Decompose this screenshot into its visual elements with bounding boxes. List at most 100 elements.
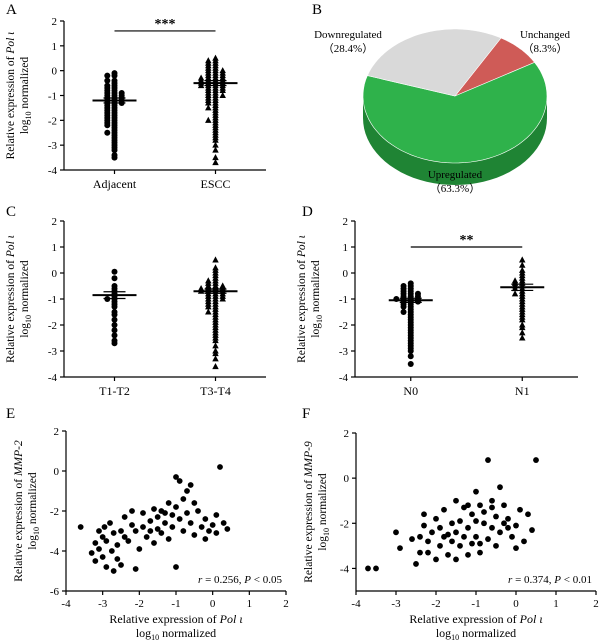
panel-f-point (437, 542, 443, 549)
panel-f-point (493, 542, 499, 549)
panel-a-ylabel-line1: Relative expression of Pol ι (5, 32, 17, 160)
panel-e-xtick-label: 1 (247, 598, 253, 610)
panel-a-point (219, 91, 226, 99)
panel-c-ytick-label: -4 (48, 372, 58, 384)
panel-f-point (461, 533, 467, 540)
panel-b-pie-chart: Upregulated（63.3%） Downregulated（28.4%） Un… (314, 28, 571, 195)
panel-a-point (205, 104, 212, 111)
panel-d-significance-label: ** (460, 233, 474, 248)
panel-e-point (121, 514, 128, 520)
panel-e-xlabel-line1: Relative expression of Pol ι (109, 612, 242, 626)
panel-f-ytick-label: -2 (340, 518, 349, 530)
panel-d-category-label: N0 (403, 384, 418, 398)
panel-a-ytick-label: -2 (48, 115, 57, 127)
panel-a-point (212, 146, 219, 153)
panel-e-point (147, 528, 154, 534)
panel-e-point (103, 564, 110, 570)
panel-d-point (407, 353, 414, 360)
panel-a-point (104, 122, 111, 129)
panel-e-xlabel-line2: log10 normalized (136, 626, 216, 642)
panel-d-ytick-label: 2 (343, 216, 349, 228)
panel-e-point (173, 564, 179, 570)
panel-f-point (489, 504, 495, 511)
panel-e-point (224, 526, 231, 532)
panel-e-xtick-label: -3 (98, 598, 108, 610)
panel-e-point (158, 530, 165, 536)
pie-side-upregulated (363, 96, 547, 185)
panel-e-point (180, 528, 187, 534)
panel-e-point (184, 488, 190, 494)
panel-c-point (212, 363, 219, 370)
panel-f-point (393, 529, 399, 536)
panel-c-point (205, 303, 212, 310)
panel-e-ytick-label: -4 (50, 546, 60, 558)
panel-f-point (517, 506, 523, 513)
panel-c-point (212, 256, 219, 263)
pie-slice-downregulated (366, 28, 502, 97)
panel-e-point (191, 500, 198, 506)
panel-e-point (143, 534, 150, 540)
panel-e-point (99, 534, 106, 540)
panel-d-point (519, 261, 526, 268)
panel-e-point (154, 514, 161, 520)
panel-f-point (413, 561, 419, 567)
panel-f-ytick-label: 0 (344, 473, 350, 485)
panel-e-point (213, 512, 220, 518)
panel-f-point (457, 518, 463, 524)
panel-a-ytick-label: -1 (48, 91, 57, 103)
panel-c-category-label: T1-T2 (99, 384, 130, 398)
panel-f-point (501, 502, 507, 509)
panel-c-point (111, 275, 118, 282)
pie-percent-upregulated: （63.3%） (430, 182, 480, 195)
panel-d-point (400, 303, 407, 310)
panel-e-point (140, 524, 146, 530)
panel-c-point (111, 332, 118, 339)
panel-f-point (425, 549, 431, 556)
panel-d-ylabel-line2: log10 normalized (310, 260, 324, 338)
panel-c-point (111, 327, 118, 334)
panel-c-ytick-label: -1 (48, 294, 57, 306)
panel-a-point (197, 81, 205, 89)
panel-e-point (198, 524, 205, 530)
panel-f-point (501, 520, 507, 527)
panel-letter-f: F (302, 406, 310, 422)
panel-e-point (129, 508, 135, 514)
panel-f-point (469, 540, 475, 547)
panel-f-point (477, 549, 483, 556)
panel-c-point (111, 311, 118, 318)
panel-c-point (111, 316, 118, 323)
panel-c-ytick-label: -3 (48, 346, 58, 358)
panel-f-stat-annotation: r = 0.374, P < 0.01 (508, 574, 592, 586)
panel-e-stat-annotation: r = 0.256, P < 0.05 (198, 574, 282, 586)
panel-f-point (453, 497, 459, 504)
panel-d-ytick-label: -2 (339, 320, 348, 332)
panel-f-point (445, 531, 451, 538)
panel-e-point (151, 506, 157, 512)
panel-f-xtick-label: -1 (471, 598, 480, 610)
panel-e-point (173, 504, 179, 510)
panel-c-point (219, 295, 226, 302)
panel-d-ytick-label: -4 (339, 372, 349, 384)
panel-e-xtick-label: -2 (135, 598, 144, 610)
panel-f-point (441, 506, 447, 513)
panel-a-point (104, 129, 111, 136)
panel-e-point (118, 562, 124, 568)
panel-d-ytick-label: -1 (339, 294, 348, 306)
panel-e-point (165, 500, 172, 506)
panel-c-point (111, 340, 118, 347)
panel-letter-a: A (6, 2, 17, 18)
panel-e-point (169, 512, 176, 518)
panel-e-ytick-label: -2 (50, 506, 59, 518)
panel-a-category-label: Adjacent (93, 177, 137, 191)
panel-c-point (212, 342, 219, 349)
panel-c-point (205, 308, 212, 315)
panel-a-point (205, 99, 212, 106)
panel-d-point (407, 348, 414, 354)
panel-e-point (108, 548, 115, 554)
panel-e-point (132, 566, 139, 572)
panel-e-point (125, 538, 132, 544)
panel-d-point (519, 316, 526, 323)
panel-f-point (493, 513, 499, 520)
